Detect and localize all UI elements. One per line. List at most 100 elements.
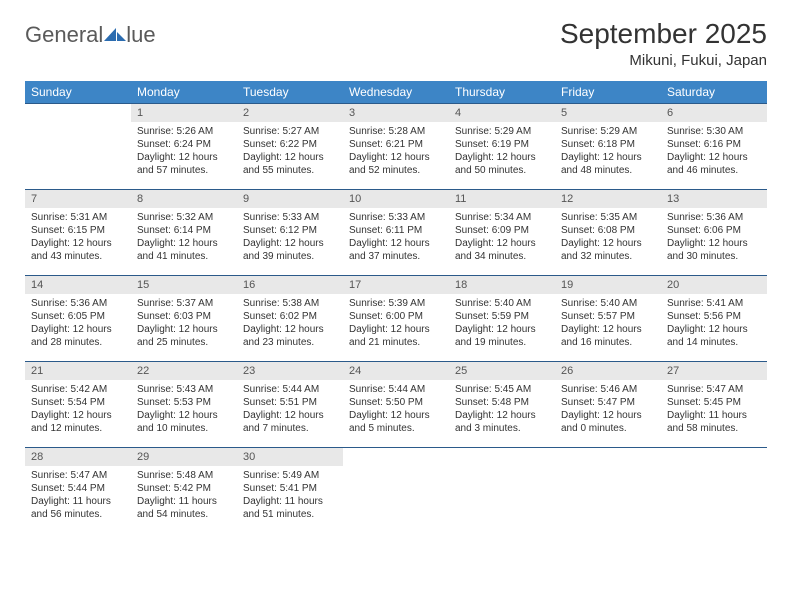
day-line: and 39 minutes. <box>243 250 337 263</box>
day-line: and 46 minutes. <box>667 164 761 177</box>
day-body: Sunrise: 5:35 AMSunset: 6:08 PMDaylight:… <box>555 208 661 267</box>
day-line: Sunset: 5:50 PM <box>349 396 443 409</box>
calendar-cell: 11Sunrise: 5:34 AMSunset: 6:09 PMDayligh… <box>449 190 555 276</box>
day-number: 28 <box>25 448 131 466</box>
day-line: and 28 minutes. <box>31 336 125 349</box>
day-line: Sunset: 6:12 PM <box>243 224 337 237</box>
day-line: Daylight: 12 hours <box>31 323 125 336</box>
day-body: Sunrise: 5:49 AMSunset: 5:41 PMDaylight:… <box>237 466 343 525</box>
day-number: 17 <box>343 276 449 294</box>
day-line: and 50 minutes. <box>455 164 549 177</box>
day-line: Sunset: 5:59 PM <box>455 310 549 323</box>
day-line: Daylight: 11 hours <box>243 495 337 508</box>
day-line: Daylight: 12 hours <box>561 409 655 422</box>
day-line: Daylight: 12 hours <box>561 323 655 336</box>
day-line: Daylight: 12 hours <box>561 237 655 250</box>
day-number: 29 <box>131 448 237 466</box>
day-line: and 25 minutes. <box>137 336 231 349</box>
day-line: Sunset: 6:16 PM <box>667 138 761 151</box>
day-body: Sunrise: 5:31 AMSunset: 6:15 PMDaylight:… <box>25 208 131 267</box>
day-number: 24 <box>343 362 449 380</box>
day-line: Sunrise: 5:34 AM <box>455 211 549 224</box>
logo-sail-icon <box>104 27 126 41</box>
day-body: Sunrise: 5:36 AMSunset: 6:06 PMDaylight:… <box>661 208 767 267</box>
day-line: Sunrise: 5:33 AM <box>349 211 443 224</box>
day-line: Daylight: 12 hours <box>243 237 337 250</box>
calendar-cell <box>449 448 555 534</box>
day-line: Sunset: 6:24 PM <box>137 138 231 151</box>
calendar-cell: 26Sunrise: 5:46 AMSunset: 5:47 PMDayligh… <box>555 362 661 448</box>
day-number: 14 <box>25 276 131 294</box>
calendar-cell: 30Sunrise: 5:49 AMSunset: 5:41 PMDayligh… <box>237 448 343 534</box>
day-header: Friday <box>555 81 661 104</box>
day-line: Sunset: 6:15 PM <box>31 224 125 237</box>
day-line: Sunrise: 5:47 AM <box>667 383 761 396</box>
day-line: Sunrise: 5:26 AM <box>137 125 231 138</box>
day-line: Sunrise: 5:49 AM <box>243 469 337 482</box>
day-line: and 57 minutes. <box>137 164 231 177</box>
day-number: 19 <box>555 276 661 294</box>
day-number: 1 <box>131 104 237 122</box>
day-line: Sunrise: 5:28 AM <box>349 125 443 138</box>
calendar-cell: 10Sunrise: 5:33 AMSunset: 6:11 PMDayligh… <box>343 190 449 276</box>
day-line: Sunset: 6:22 PM <box>243 138 337 151</box>
day-line: and 21 minutes. <box>349 336 443 349</box>
day-number: 23 <box>237 362 343 380</box>
day-line: and 23 minutes. <box>243 336 337 349</box>
calendar-cell: 19Sunrise: 5:40 AMSunset: 5:57 PMDayligh… <box>555 276 661 362</box>
calendar-cell: 18Sunrise: 5:40 AMSunset: 5:59 PMDayligh… <box>449 276 555 362</box>
day-line: Sunset: 5:45 PM <box>667 396 761 409</box>
day-line: and 3 minutes. <box>455 422 549 435</box>
day-line: Sunset: 6:06 PM <box>667 224 761 237</box>
day-line: and 32 minutes. <box>561 250 655 263</box>
calendar-cell: 28Sunrise: 5:47 AMSunset: 5:44 PMDayligh… <box>25 448 131 534</box>
day-body: Sunrise: 5:28 AMSunset: 6:21 PMDaylight:… <box>343 122 449 181</box>
day-line: Sunset: 5:42 PM <box>137 482 231 495</box>
calendar-cell: 17Sunrise: 5:39 AMSunset: 6:00 PMDayligh… <box>343 276 449 362</box>
calendar-cell: 27Sunrise: 5:47 AMSunset: 5:45 PMDayligh… <box>661 362 767 448</box>
day-header: Thursday <box>449 81 555 104</box>
calendar-cell: 16Sunrise: 5:38 AMSunset: 6:02 PMDayligh… <box>237 276 343 362</box>
calendar-cell <box>343 448 449 534</box>
day-line: and 14 minutes. <box>667 336 761 349</box>
day-line: Sunset: 6:00 PM <box>349 310 443 323</box>
day-line: Sunset: 6:03 PM <box>137 310 231 323</box>
day-line: Daylight: 12 hours <box>561 151 655 164</box>
day-line: Sunrise: 5:44 AM <box>349 383 443 396</box>
day-number: 20 <box>661 276 767 294</box>
calendar-cell: 25Sunrise: 5:45 AMSunset: 5:48 PMDayligh… <box>449 362 555 448</box>
day-line: Sunrise: 5:42 AM <box>31 383 125 396</box>
logo: General lue <box>25 18 156 48</box>
calendar-cell <box>661 448 767 534</box>
day-body: Sunrise: 5:42 AMSunset: 5:54 PMDaylight:… <box>25 380 131 439</box>
day-line: Daylight: 12 hours <box>243 323 337 336</box>
day-body: Sunrise: 5:29 AMSunset: 6:18 PMDaylight:… <box>555 122 661 181</box>
day-line: and 10 minutes. <box>137 422 231 435</box>
calendar-cell: 23Sunrise: 5:44 AMSunset: 5:51 PMDayligh… <box>237 362 343 448</box>
calendar-cell: 8Sunrise: 5:32 AMSunset: 6:14 PMDaylight… <box>131 190 237 276</box>
day-body: Sunrise: 5:34 AMSunset: 6:09 PMDaylight:… <box>449 208 555 267</box>
day-line: Sunrise: 5:38 AM <box>243 297 337 310</box>
day-line: Daylight: 12 hours <box>455 237 549 250</box>
day-number: 3 <box>343 104 449 122</box>
day-line: Sunset: 6:14 PM <box>137 224 231 237</box>
day-line: and 30 minutes. <box>667 250 761 263</box>
day-line: Sunrise: 5:41 AM <box>667 297 761 310</box>
day-line: Sunrise: 5:29 AM <box>561 125 655 138</box>
day-line: Sunrise: 5:45 AM <box>455 383 549 396</box>
day-line: Sunrise: 5:40 AM <box>455 297 549 310</box>
day-line: Sunrise: 5:46 AM <box>561 383 655 396</box>
day-header: Sunday <box>25 81 131 104</box>
day-number: 15 <box>131 276 237 294</box>
day-line: and 41 minutes. <box>137 250 231 263</box>
day-line: Sunrise: 5:40 AM <box>561 297 655 310</box>
logo-text-right: lue <box>126 22 155 48</box>
day-body: Sunrise: 5:36 AMSunset: 6:05 PMDaylight:… <box>25 294 131 353</box>
day-line: Sunrise: 5:37 AM <box>137 297 231 310</box>
day-line: Sunrise: 5:43 AM <box>137 383 231 396</box>
day-line: Sunrise: 5:32 AM <box>137 211 231 224</box>
calendar-cell: 3Sunrise: 5:28 AMSunset: 6:21 PMDaylight… <box>343 104 449 190</box>
day-line: Daylight: 12 hours <box>349 237 443 250</box>
calendar-cell: 15Sunrise: 5:37 AMSunset: 6:03 PMDayligh… <box>131 276 237 362</box>
day-line: Daylight: 12 hours <box>455 151 549 164</box>
